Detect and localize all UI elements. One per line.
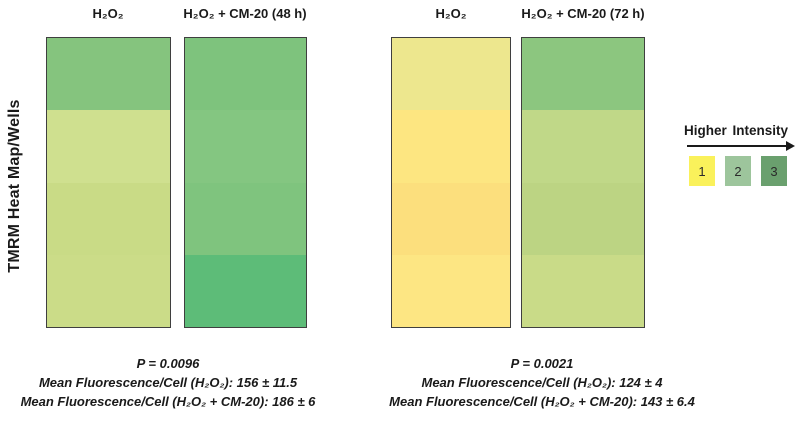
heatmap-band	[47, 182, 170, 255]
column-header-cm20-72h: H₂O₂ + CM-20 (72 h)	[521, 6, 645, 21]
column-header-h2o2-48h: H₂O₂	[92, 6, 124, 21]
heatmap-band	[392, 110, 510, 183]
y-axis-label: TMRM Heat Map/Wells	[6, 99, 23, 273]
arrow-right-icon	[687, 141, 795, 151]
legend-swatch: 2	[725, 156, 751, 186]
mean-fluorescence-cm20: Mean Fluorescence/Cell (H₂O₂ + CM-20): 1…	[389, 394, 695, 409]
heatmap-band	[392, 254, 510, 327]
heatmap-column	[46, 37, 171, 328]
heatmap-band	[47, 38, 170, 111]
column-header-h2o2-72h: H₂O₂	[435, 6, 467, 21]
heatmap-column	[184, 37, 307, 328]
heatmap-band	[522, 110, 644, 183]
p-value: P = 0.0096	[136, 356, 200, 371]
mean-fluorescence-cm20: Mean Fluorescence/Cell (H₂O₂ + CM-20): 1…	[20, 394, 316, 409]
stats-block-72h: P = 0.0021 Mean Fluorescence/Cell (H₂O₂)…	[372, 354, 712, 411]
heatmap-band	[185, 110, 306, 183]
heatmap-band	[522, 38, 644, 111]
mean-fluorescence-h2o2: Mean Fluorescence/Cell (H₂O₂): 156 ± 11.…	[38, 375, 298, 390]
heatmap-band	[522, 182, 644, 255]
heatmap-band	[185, 182, 306, 255]
heatmap-band	[392, 38, 510, 111]
arrow-line	[687, 145, 786, 147]
p-value: P = 0.0021	[510, 356, 574, 371]
stats-block-48h: P = 0.0096 Mean Fluorescence/Cell (H₂O₂)…	[3, 354, 333, 411]
mean-fluorescence-h2o2: Mean Fluorescence/Cell (H₂O₂): 124 ± 4	[421, 375, 663, 390]
heatmap-band	[47, 110, 170, 183]
heatmap-band	[185, 254, 306, 327]
heatmap-band	[185, 38, 306, 111]
legend-swatch: 3	[761, 156, 787, 186]
heatmap-column	[521, 37, 645, 328]
heatmap-column	[391, 37, 511, 328]
heatmap-band	[392, 182, 510, 255]
arrow-head	[786, 141, 795, 151]
heatmap-band	[47, 254, 170, 327]
heatmap-band	[522, 254, 644, 327]
legend-swatch: 1	[689, 156, 715, 186]
column-header-cm20-48h: H₂O₂ + CM-20 (48 h)	[183, 6, 307, 21]
legend-title: Higher Intensity	[684, 123, 789, 138]
